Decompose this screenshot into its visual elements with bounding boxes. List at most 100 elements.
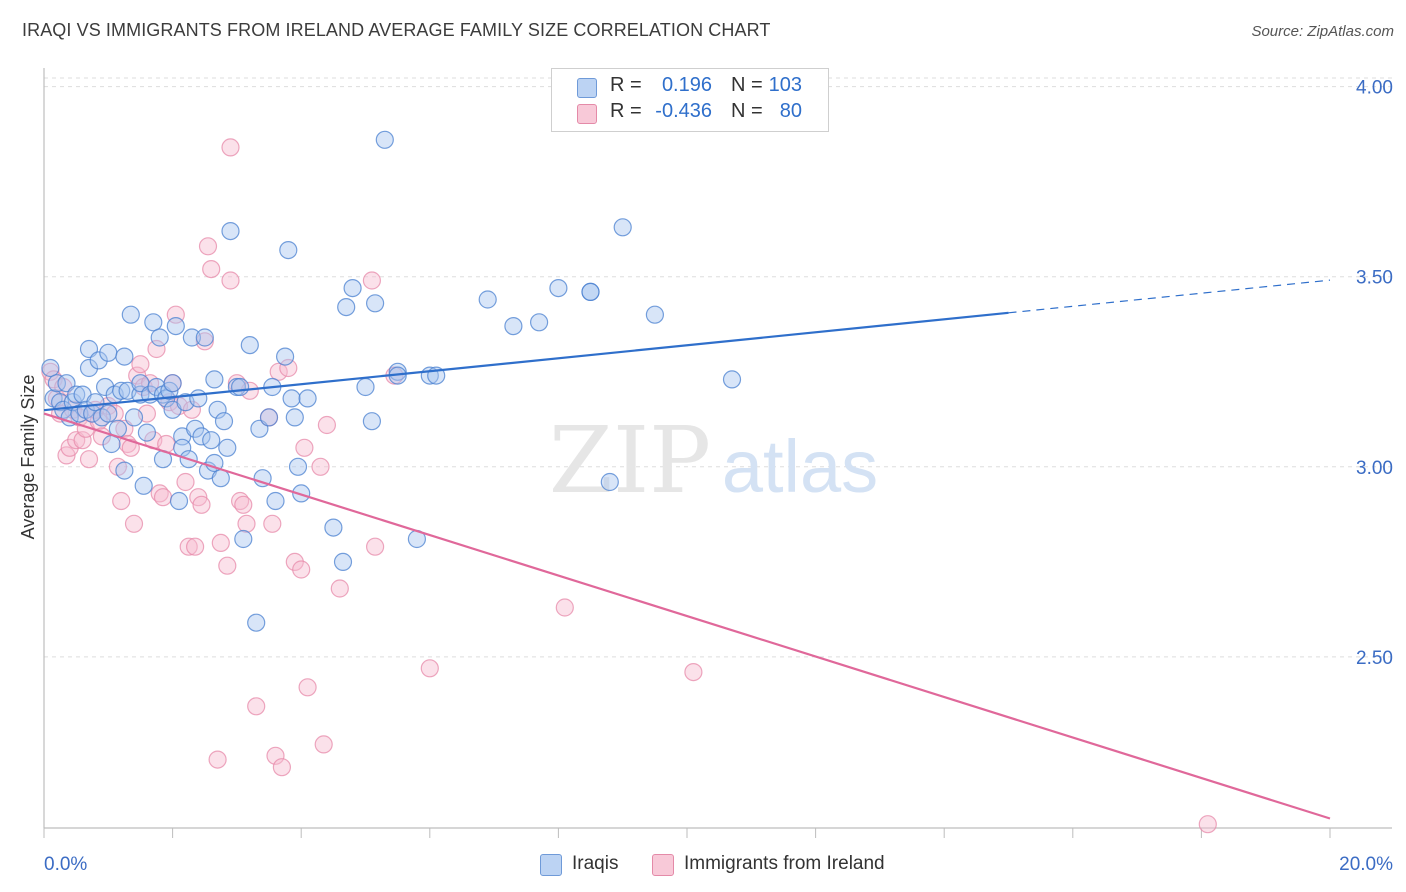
iraqi-point [529,313,549,332]
chart-title: IRAQI VS IMMIGRANTS FROM IRELAND AVERAGE… [22,20,771,40]
iraqi-point [504,317,523,336]
iraqi-point [205,370,224,389]
iraqi-point [124,408,144,427]
legend-n-label: N = [731,100,763,122]
iraqi-point [218,438,237,457]
trend-layer [43,279,1331,820]
y-tick-label: 2.50 [1356,648,1393,669]
bottom-legend-swatch-pink [652,854,674,876]
iraqi-point [144,313,163,332]
iraqi-point [253,469,272,488]
ireland-point [179,537,198,556]
iraqi-point [478,290,497,309]
x-tick-label: 20.0% [1339,854,1393,875]
iraqi-point [115,347,134,366]
legend-r-value: -0.436 [655,100,712,122]
iraqi-point [288,457,308,476]
iraqi-point [722,370,742,389]
iraqi-point [67,385,86,404]
iraqi-point [276,347,295,366]
legend-swatch-blue [577,78,597,98]
bottom-legend-swatch-blue [540,854,562,876]
iraqi-point [259,408,279,427]
iraqi-point [166,317,185,336]
ireland-point [79,450,99,469]
ireland-point [112,491,131,511]
iraqi-point [234,529,253,549]
iraqi-point [99,343,118,362]
labels-layer: 2.50 3.00 3.50 4.00 0.0% 20.0% [44,78,1393,875]
ireland-point [292,560,311,579]
ireland-point [311,457,330,476]
iraqi-point [112,381,131,400]
bottom-legend-label: Immigrants from Ireland [684,853,885,874]
y-tick-label: 3.00 [1356,458,1393,479]
ireland-point [684,662,703,682]
ireland-point [237,514,256,533]
iraqi-point [195,328,214,347]
iraqi-point [79,358,99,378]
ireland-point [317,415,336,435]
iraqi-point [333,552,353,572]
ireland-point [182,400,201,419]
ireland-point [555,598,574,617]
iraqi-point [581,282,600,301]
ireland-point [362,271,381,290]
iraqi-point [134,476,153,495]
ireland-point [221,138,240,157]
source-label: Source: ZipAtlas.com [1251,23,1394,40]
iraqi-point [186,419,205,438]
ireland-point [247,697,266,716]
ireland-point [314,735,333,754]
ireland-point [272,758,291,777]
ireland-point [263,514,282,533]
legend-row-ireland: R = -0.436 N = 80 [552,100,828,126]
iraqi-point [41,358,60,378]
ireland-point [186,537,205,556]
iraqi-point [231,377,250,397]
legend-n-value: 80 [779,100,802,122]
iraqi-point [298,389,317,408]
ireland-point [131,355,150,374]
legend-r-value: 0.196 [661,74,712,96]
ireland-point [211,533,230,553]
iraqi-point [266,491,285,511]
iraqi-point [121,305,140,324]
y-tick-label: 3.50 [1356,268,1393,289]
iraqi-point [202,431,221,450]
iraqi-point [240,336,259,355]
watermark-atlas: atlas [722,425,878,508]
iraqi-point [47,374,67,393]
ireland-point [234,495,253,514]
ireland-point [266,746,285,765]
ireland-point [176,472,195,492]
ireland-point [202,260,221,279]
ireland-point [295,438,314,457]
legend-row-iraqis: R = 0.196 N = 103 [552,74,828,100]
ireland-point [121,438,140,457]
legend-swatch-pink [577,104,597,124]
ireland-point [420,659,439,678]
ireland-point [218,556,237,575]
grid-layer [44,77,1392,658]
iraqi-point [208,400,227,419]
iraqi-point [221,222,240,241]
y-axis-label: Average Family Size [18,375,38,540]
ireland-point [124,514,144,533]
iraqi-point [89,351,108,370]
ireland-point [269,362,288,381]
legend-r-label: R = [610,100,642,122]
ireland-point [298,678,317,697]
bottom-legend-label: Iraqis [572,853,619,874]
legend-n-label: N = [731,74,763,96]
iraqi-point [388,362,407,381]
ireland-point [147,339,166,359]
legend-r-label: R = [610,74,642,96]
iraqi-point [613,218,632,237]
ireland-trend-line [43,412,1331,820]
iraqi-point [285,408,304,427]
iraqi-point [163,374,182,393]
iraqi-trend-line [43,311,1009,412]
iraqi-point [356,377,375,397]
